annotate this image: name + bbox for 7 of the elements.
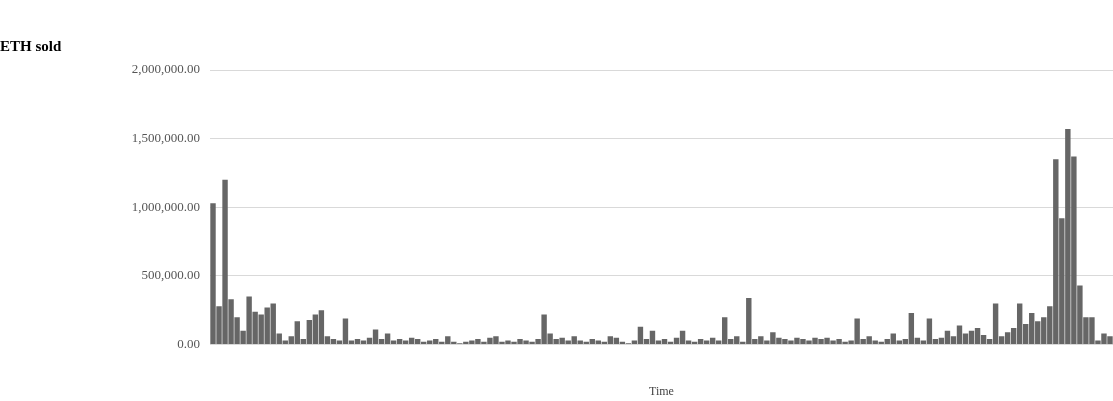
- y-tick-label: 0.00: [177, 336, 200, 352]
- y-tick-label: 1,000,000.00: [131, 198, 200, 214]
- y-tick-label: 2,000,000.00: [131, 61, 200, 77]
- y-tick-label: 500,000.00: [141, 267, 200, 283]
- y-tick-label: 1,500,000.00: [131, 130, 200, 146]
- text: ETH sold: [0, 37, 62, 54]
- x-axis-title: Time: [649, 383, 674, 398]
